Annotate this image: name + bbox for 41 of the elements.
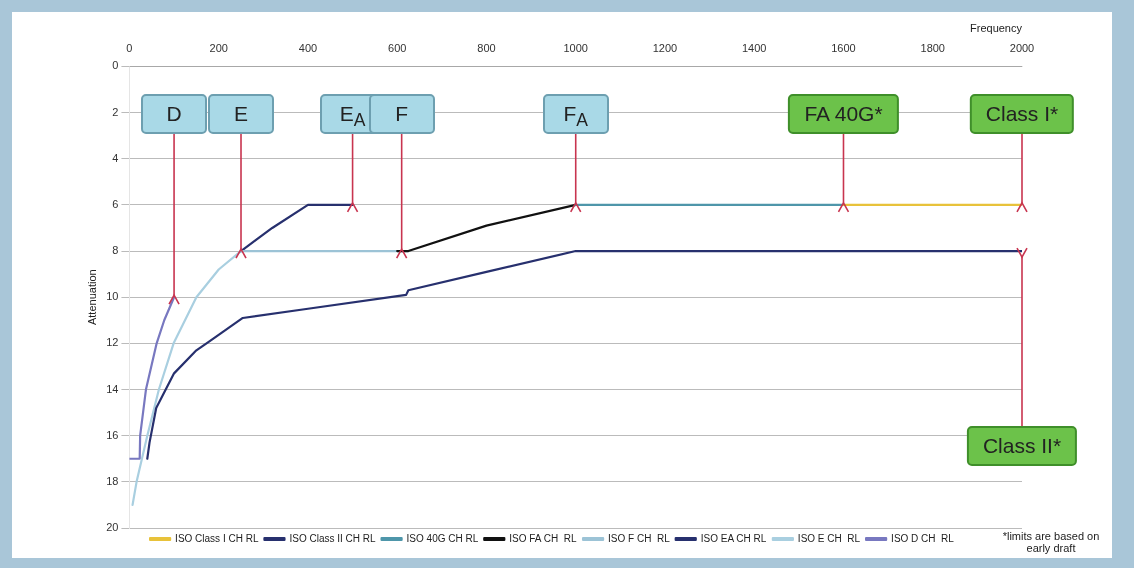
x-tick-label: 1200	[652, 41, 678, 54]
x-tick-label: 2000	[1009, 41, 1035, 54]
y-tick-label: 6	[112, 197, 119, 210]
y-tick-label: 14	[106, 382, 119, 395]
y-tick-label: 12	[106, 336, 119, 349]
y-tick-label: 4	[112, 151, 119, 164]
annotation: Class II*	[966, 426, 1078, 467]
x-tick-label: 600	[388, 41, 407, 54]
annotation: Class I*	[969, 94, 1075, 135]
legend-label: ISO D CH RL	[891, 532, 955, 544]
legend-label: ISO E CH RL	[797, 532, 861, 544]
annotation: D	[141, 94, 208, 135]
annotation: F	[368, 94, 435, 135]
y-tick-label: 18	[106, 474, 119, 487]
legend-label: ISO Class II CH RL	[289, 532, 377, 544]
x-axis-title: Frequency	[970, 21, 1023, 34]
legend-label: ISO Class I CH RL	[175, 532, 259, 544]
x-tick-label: 200	[209, 41, 228, 54]
x-tick-label: 1000	[563, 41, 588, 54]
y-tick-label: 2	[112, 105, 119, 118]
y-axis-title: Attenuation	[85, 269, 98, 326]
x-tick-label: 1400	[741, 41, 767, 54]
annotation: E$_{A}$	[319, 94, 386, 135]
x-tick-label: 400	[298, 41, 318, 54]
x-tick-label: 1600	[831, 41, 856, 54]
y-tick-label: 10	[106, 290, 119, 303]
annotation: E	[208, 94, 274, 135]
text: *limits are based on early draft	[1001, 530, 1101, 554]
x-tick-label: 800	[477, 41, 496, 54]
x-tick-label: 1800	[920, 41, 945, 54]
y-tick-label: 16	[106, 428, 119, 441]
annotation: F$_{A}$	[542, 94, 609, 135]
legend-label: ISO 40G CH RL	[406, 532, 479, 544]
legend-label: ISO F CH RL	[608, 532, 671, 544]
legend-label: ISO FA CH RL	[509, 532, 577, 544]
legend-label: ISO EA CH RL	[700, 532, 767, 544]
y-tick-label: 0	[112, 59, 119, 72]
y-tick-label: 8	[112, 244, 119, 257]
annotation: FA 40G*	[788, 94, 899, 135]
x-tick-label: 0	[126, 41, 133, 54]
y-tick-label: 20	[106, 521, 119, 534]
